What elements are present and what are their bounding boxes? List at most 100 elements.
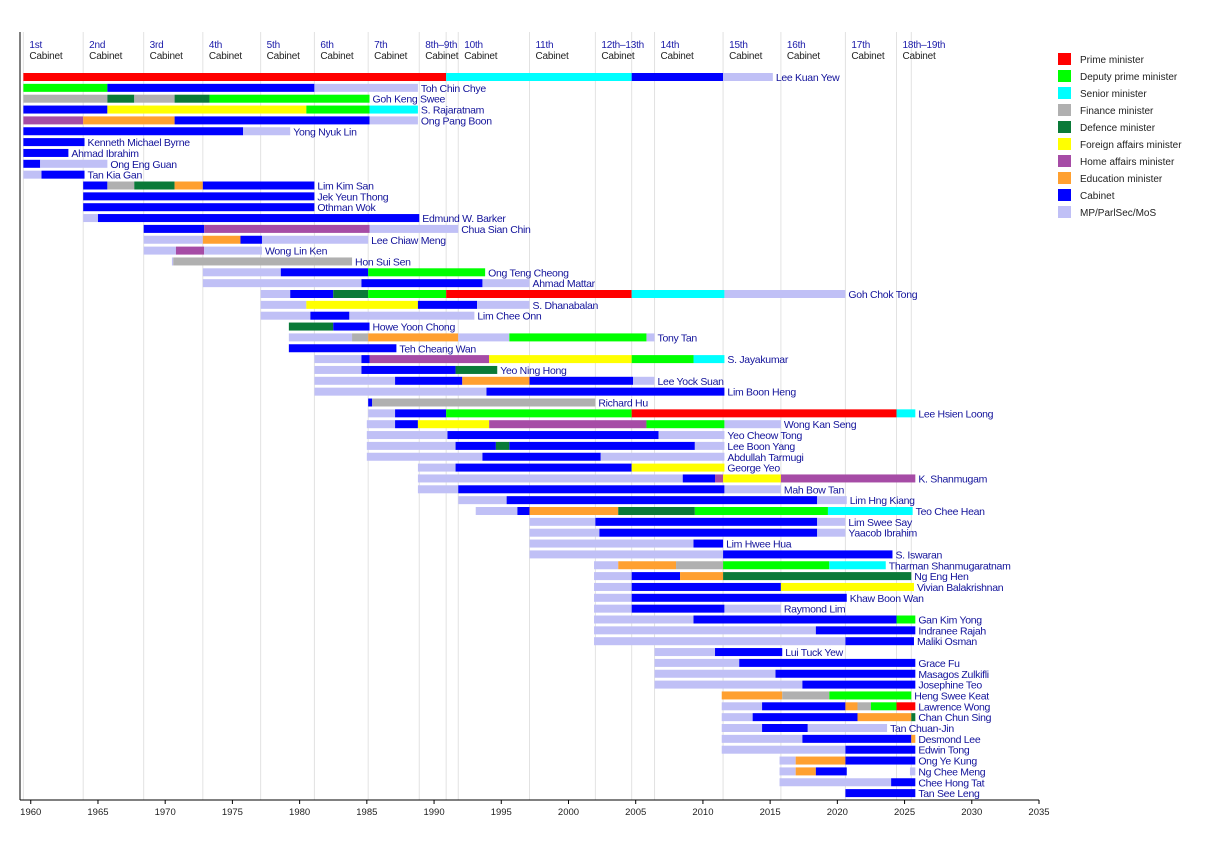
tenure-bar-fin (134, 94, 175, 103)
cabinet-word-label: Cabinet (425, 51, 458, 62)
person-name-label: Josephine Teo (918, 680, 982, 692)
tenure-bar-mp (654, 658, 740, 667)
tenure-bar-cab (509, 441, 695, 450)
tenure-bar-dpm (896, 615, 916, 624)
tenure-bar-mp (654, 648, 716, 657)
legend-label-dpm: Deputy prime minister (1080, 72, 1178, 83)
legend-label-fa: Foreign affairs minister (1080, 140, 1182, 151)
person-row: S. Rajaratnam (23, 105, 485, 117)
tenure-bar-cab (845, 789, 916, 798)
tenure-bar-mp (594, 572, 632, 581)
tenure-bar-dpm (829, 691, 912, 700)
tenure-bar-fin (107, 181, 135, 190)
person-name-label: Teh Cheang Wan (399, 343, 476, 355)
tenure-bar-mp (202, 279, 362, 288)
tenure-bar-home (780, 474, 916, 483)
person-name-label: Indranee Rajah (918, 625, 986, 637)
tenure-bar-mp (779, 767, 796, 776)
person-name-label: K. Shanmugam (918, 473, 987, 485)
tenure-bar-fin (782, 691, 830, 700)
person-row: Kenneth Michael Byrne (23, 137, 191, 149)
person-name-label: Lawrence Wong (918, 701, 990, 713)
cabinet-word-label: Cabinet (601, 51, 634, 62)
person-row: Lim Swee Say (529, 517, 913, 529)
tenure-bar-cab (529, 376, 634, 385)
person-row: Tan See Leng (845, 788, 980, 800)
tenure-bar-def (333, 290, 369, 298)
person-row: Lee Chiaw Meng (143, 235, 447, 247)
x-tick-label: 1995 (491, 807, 512, 818)
person-row: Ahmad Ibrahim (23, 148, 140, 160)
person-row: Vivian Balakrishnan (594, 582, 1004, 594)
tenure-bar-cab (486, 387, 725, 396)
tenure-bar-mp (143, 235, 203, 244)
cabinet-ordinal-label: 11th (536, 40, 554, 51)
tenure-bar-mp (600, 452, 725, 461)
tenure-bar-cab (41, 170, 85, 179)
cabinet-ordinal-label: 8th–9th (425, 40, 457, 51)
tenure-bar-mp (721, 745, 846, 754)
tenure-bar-cab (447, 431, 659, 440)
cabinet-word-label: Cabinet (661, 51, 694, 62)
tenure-bar-mp (369, 116, 418, 125)
tenure-bar-mp (349, 311, 475, 320)
legend-label-cab: Cabinet (1080, 191, 1115, 202)
tenure-bar-cab (723, 550, 893, 559)
person-row: S. Jayakumar (314, 354, 789, 366)
tenure-bar-mp (366, 441, 456, 450)
tenure-bar-sm (896, 409, 916, 418)
tenure-bar-home (175, 246, 205, 255)
person-name-label: Ahmad Ibrahim (71, 148, 139, 160)
person-row: S. Iswaran (529, 549, 943, 561)
person-name-label: Teo Chee Hean (916, 506, 986, 518)
x-tick-label: 1975 (222, 807, 243, 818)
person-name-label: Tan Kia Gan (88, 170, 143, 182)
tenure-bar-cab (595, 517, 818, 526)
person-row: Ng Chee Meng (779, 766, 986, 778)
tenure-bar-mp (458, 496, 507, 505)
person-row: Goh Keng Swee (23, 94, 446, 106)
cabinet-ordinal-label: 7th (374, 40, 387, 51)
legend-swatch-fa (1058, 138, 1071, 150)
person-row: Chee Hong Tat (779, 777, 985, 789)
tenure-bar-cab (631, 572, 681, 581)
person-row: Chan Chun Sing (721, 712, 992, 724)
tenure-bar-mp (83, 214, 98, 223)
tenure-bar-edu (857, 713, 912, 722)
tenure-bar-cab (891, 778, 916, 787)
person-name-label: Ong Ye Kung (918, 756, 977, 768)
tenure-bar-cab (815, 626, 916, 635)
tenure-bar-cab (368, 398, 373, 407)
person-row: Wong Lin Ken (143, 246, 328, 258)
tenure-bar-cab (361, 279, 483, 288)
tenure-bar-cab (762, 702, 846, 711)
tenure-bar-def (134, 181, 175, 190)
tenure-bar-cab (83, 192, 315, 201)
person-name-label: Tan Chuan-Jin (890, 723, 954, 735)
tenure-bar-mp (721, 702, 763, 711)
tenure-bar-mp (594, 582, 632, 591)
person-name-label: Lim Swee Say (848, 517, 913, 529)
tenure-bar-mp (594, 561, 619, 570)
cabinet-word-label: Cabinet (374, 51, 407, 62)
cabinet-word-label: Cabinet (851, 51, 884, 62)
person-name-label: Tony Tan (658, 332, 698, 344)
tenure-bar-mp (779, 756, 796, 765)
tenure-bar-mp (633, 376, 655, 385)
tenure-bar-edu (721, 691, 783, 700)
tenure-bar-cab (715, 648, 783, 657)
person-row: Khaw Boon Wan (594, 593, 924, 605)
tenure-bar-home (715, 474, 724, 483)
cabinet-word-label: Cabinet (209, 51, 242, 62)
tenure-bar-mp (529, 517, 596, 526)
tenure-bar-pm (23, 73, 447, 81)
person-name-label: Goh Keng Swee (373, 94, 446, 106)
tenure-bar-mp (817, 528, 846, 537)
person-name-label: Wong Lin Ken (265, 246, 328, 258)
tenure-bar-mp (143, 246, 176, 255)
tenure-bar-cab (506, 496, 818, 505)
person-row: Ong Teng Cheong (202, 267, 569, 279)
tenure-bar-mp (314, 83, 418, 92)
tenure-bar-mp (721, 713, 753, 722)
